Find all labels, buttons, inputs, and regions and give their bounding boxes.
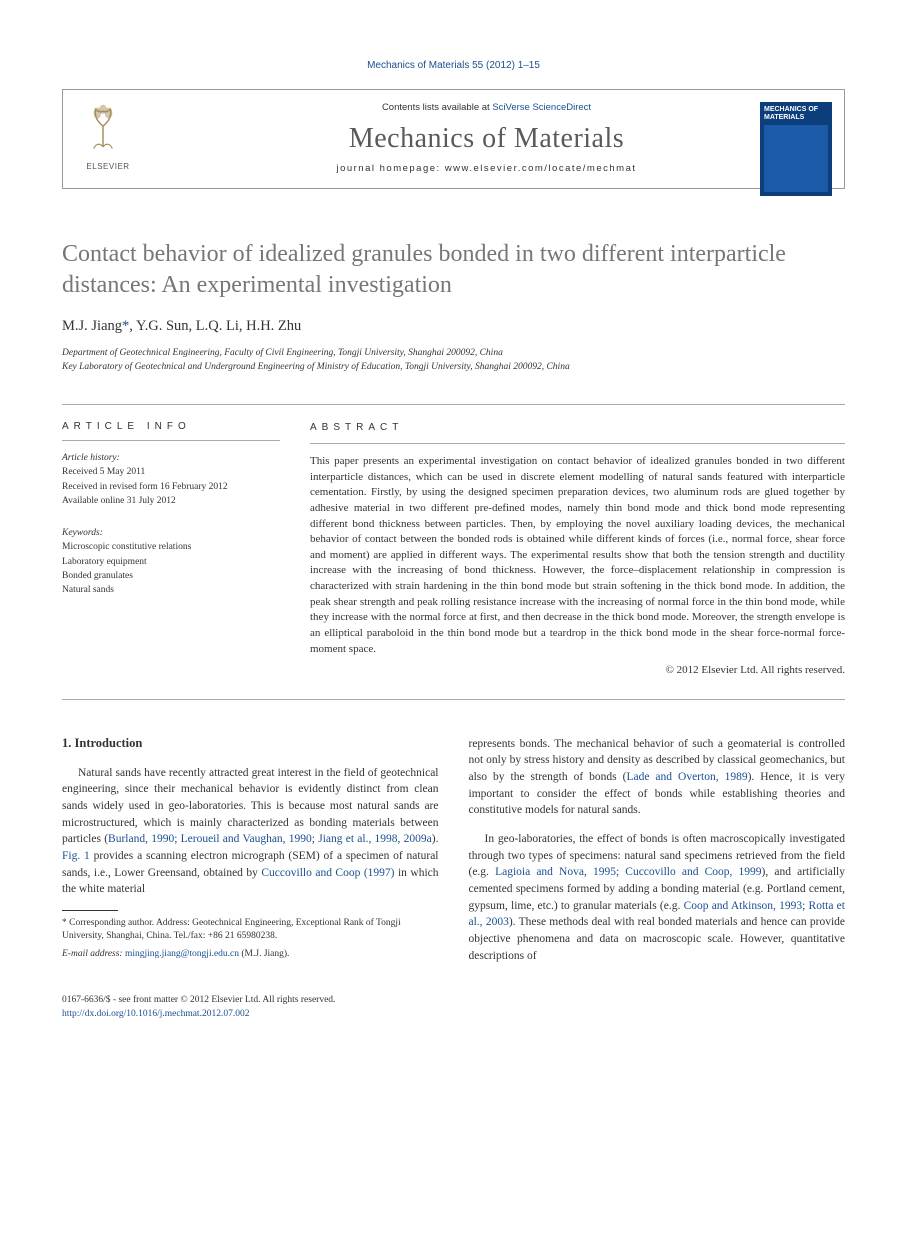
history-block: Article history: Received 5 May 2011 Rec… bbox=[62, 451, 280, 508]
masthead: ELSEVIER Contents lists available at Sci… bbox=[62, 89, 845, 189]
keywords-label: Keywords: bbox=[62, 526, 280, 540]
keyword-1: Microscopic constitutive relations bbox=[62, 540, 280, 554]
contents-prefix: Contents lists available at bbox=[382, 102, 492, 113]
cover-thumb-body bbox=[764, 125, 828, 192]
email-label: E-mail address: bbox=[62, 949, 125, 959]
history-label: Article history: bbox=[62, 451, 280, 465]
history-line-2: Received in revised form 16 February 201… bbox=[62, 480, 280, 494]
footer-front-matter: 0167-6636/$ - see front matter © 2012 El… bbox=[62, 994, 845, 1007]
p3-c: ). These methods deal with real bonded m… bbox=[469, 916, 846, 961]
keywords-block: Keywords: Microscopic constitutive relat… bbox=[62, 526, 280, 597]
author-list: M.J. Jiang*, Y.G. Sun, L.Q. Li, H.H. Zhu bbox=[62, 318, 845, 335]
journal-cover-thumbnail: MECHANICS OF MATERIALS bbox=[760, 102, 832, 196]
journal-homepage-line: journal homepage: www.elsevier.com/locat… bbox=[141, 163, 832, 184]
email-footnote: E-mail address: mingjing.jiang@tongji.ed… bbox=[62, 948, 439, 961]
masthead-row: ELSEVIER Contents lists available at Sci… bbox=[63, 90, 844, 188]
journal-name: Mechanics of Materials bbox=[141, 123, 832, 155]
keyword-4: Natural sands bbox=[62, 583, 280, 597]
sciencedirect-link[interactable]: SciVerse ScienceDirect bbox=[492, 102, 591, 113]
body-two-column: 1. Introduction Natural sands have recen… bbox=[62, 736, 845, 977]
authors-rest: , Y.G. Sun, L.Q. Li, H.H. Zhu bbox=[129, 318, 301, 334]
affiliations: Department of Geotechnical Engineering, … bbox=[62, 347, 845, 374]
body-column-left: 1. Introduction Natural sands have recen… bbox=[62, 736, 439, 977]
elsevier-logo: ELSEVIER bbox=[75, 100, 141, 171]
ref-lagioia[interactable]: Lagioia and Nova, 1995; Cuccovillo and C… bbox=[495, 866, 761, 878]
history-line-1: Received 5 May 2011 bbox=[62, 465, 280, 479]
history-line-3: Available online 31 July 2012 bbox=[62, 494, 280, 508]
elsevier-logo-text: ELSEVIER bbox=[75, 162, 141, 171]
email-link[interactable]: mingjing.jiang@tongji.edu.cn bbox=[125, 949, 239, 959]
corresponding-author-footnote: * Corresponding author. Address: Geotech… bbox=[62, 917, 439, 944]
keyword-3: Bonded granulates bbox=[62, 569, 280, 583]
affiliation-2: Key Laboratory of Geotechnical and Under… bbox=[62, 361, 845, 374]
body-column-right: represents bonds. The mechanical behavio… bbox=[469, 736, 846, 977]
abstract-copyright: © 2012 Elsevier Ltd. All rights reserved… bbox=[310, 663, 845, 679]
article-info-column: ARTICLE INFO Article history: Received 5… bbox=[62, 405, 280, 699]
homepage-prefix: journal homepage: bbox=[336, 163, 444, 174]
section-heading-1: 1. Introduction bbox=[62, 736, 439, 751]
cover-thumb-title: MECHANICS OF MATERIALS bbox=[764, 106, 828, 121]
keyword-2: Laboratory equipment bbox=[62, 555, 280, 569]
p1-b: ). bbox=[432, 833, 439, 845]
email-suffix: (M.J. Jiang). bbox=[239, 949, 289, 959]
author-1: M.J. Jiang bbox=[62, 318, 122, 334]
abstract-text: This paper presents an experimental inve… bbox=[310, 454, 845, 657]
article-title: Contact behavior of idealized granules b… bbox=[62, 239, 845, 300]
body-para-1b: represents bonds. The mechanical behavio… bbox=[469, 736, 846, 819]
doi-link[interactable]: http://dx.doi.org/10.1016/j.mechmat.2012… bbox=[62, 1009, 249, 1019]
abstract-header: ABSTRACT bbox=[310, 421, 845, 444]
footnote-separator bbox=[62, 910, 118, 911]
page-root: Mechanics of Materials 55 (2012) 1–15 EL… bbox=[0, 0, 907, 1061]
affiliation-1: Department of Geotechnical Engineering, … bbox=[62, 347, 845, 360]
page-footer: 0167-6636/$ - see front matter © 2012 El… bbox=[62, 994, 845, 1021]
masthead-center: Contents lists available at SciVerse Sci… bbox=[141, 100, 832, 184]
info-abstract-row: ARTICLE INFO Article history: Received 5… bbox=[62, 404, 845, 700]
body-para-2: In geo-laboratories, the effect of bonds… bbox=[469, 831, 846, 964]
elsevier-tree-icon bbox=[75, 100, 131, 156]
fig-1-link[interactable]: Fig. 1 bbox=[62, 850, 90, 862]
contents-available-line: Contents lists available at SciVerse Sci… bbox=[141, 102, 832, 113]
article-info-header: ARTICLE INFO bbox=[62, 421, 280, 441]
ref-lade[interactable]: Lade and Overton, 1989 bbox=[626, 771, 747, 783]
ref-cuccovillo[interactable]: Cuccovillo and Coop (1997) bbox=[261, 867, 394, 879]
running-header-citation: Mechanics of Materials 55 (2012) 1–15 bbox=[62, 60, 845, 71]
body-para-1a: Natural sands have recently attracted gr… bbox=[62, 765, 439, 898]
abstract-column: ABSTRACT This paper presents an experime… bbox=[310, 405, 845, 699]
ref-burland[interactable]: Burland, 1990; Leroueil and Vaughan, 199… bbox=[108, 833, 432, 845]
homepage-url: www.elsevier.com/locate/mechmat bbox=[445, 163, 637, 174]
